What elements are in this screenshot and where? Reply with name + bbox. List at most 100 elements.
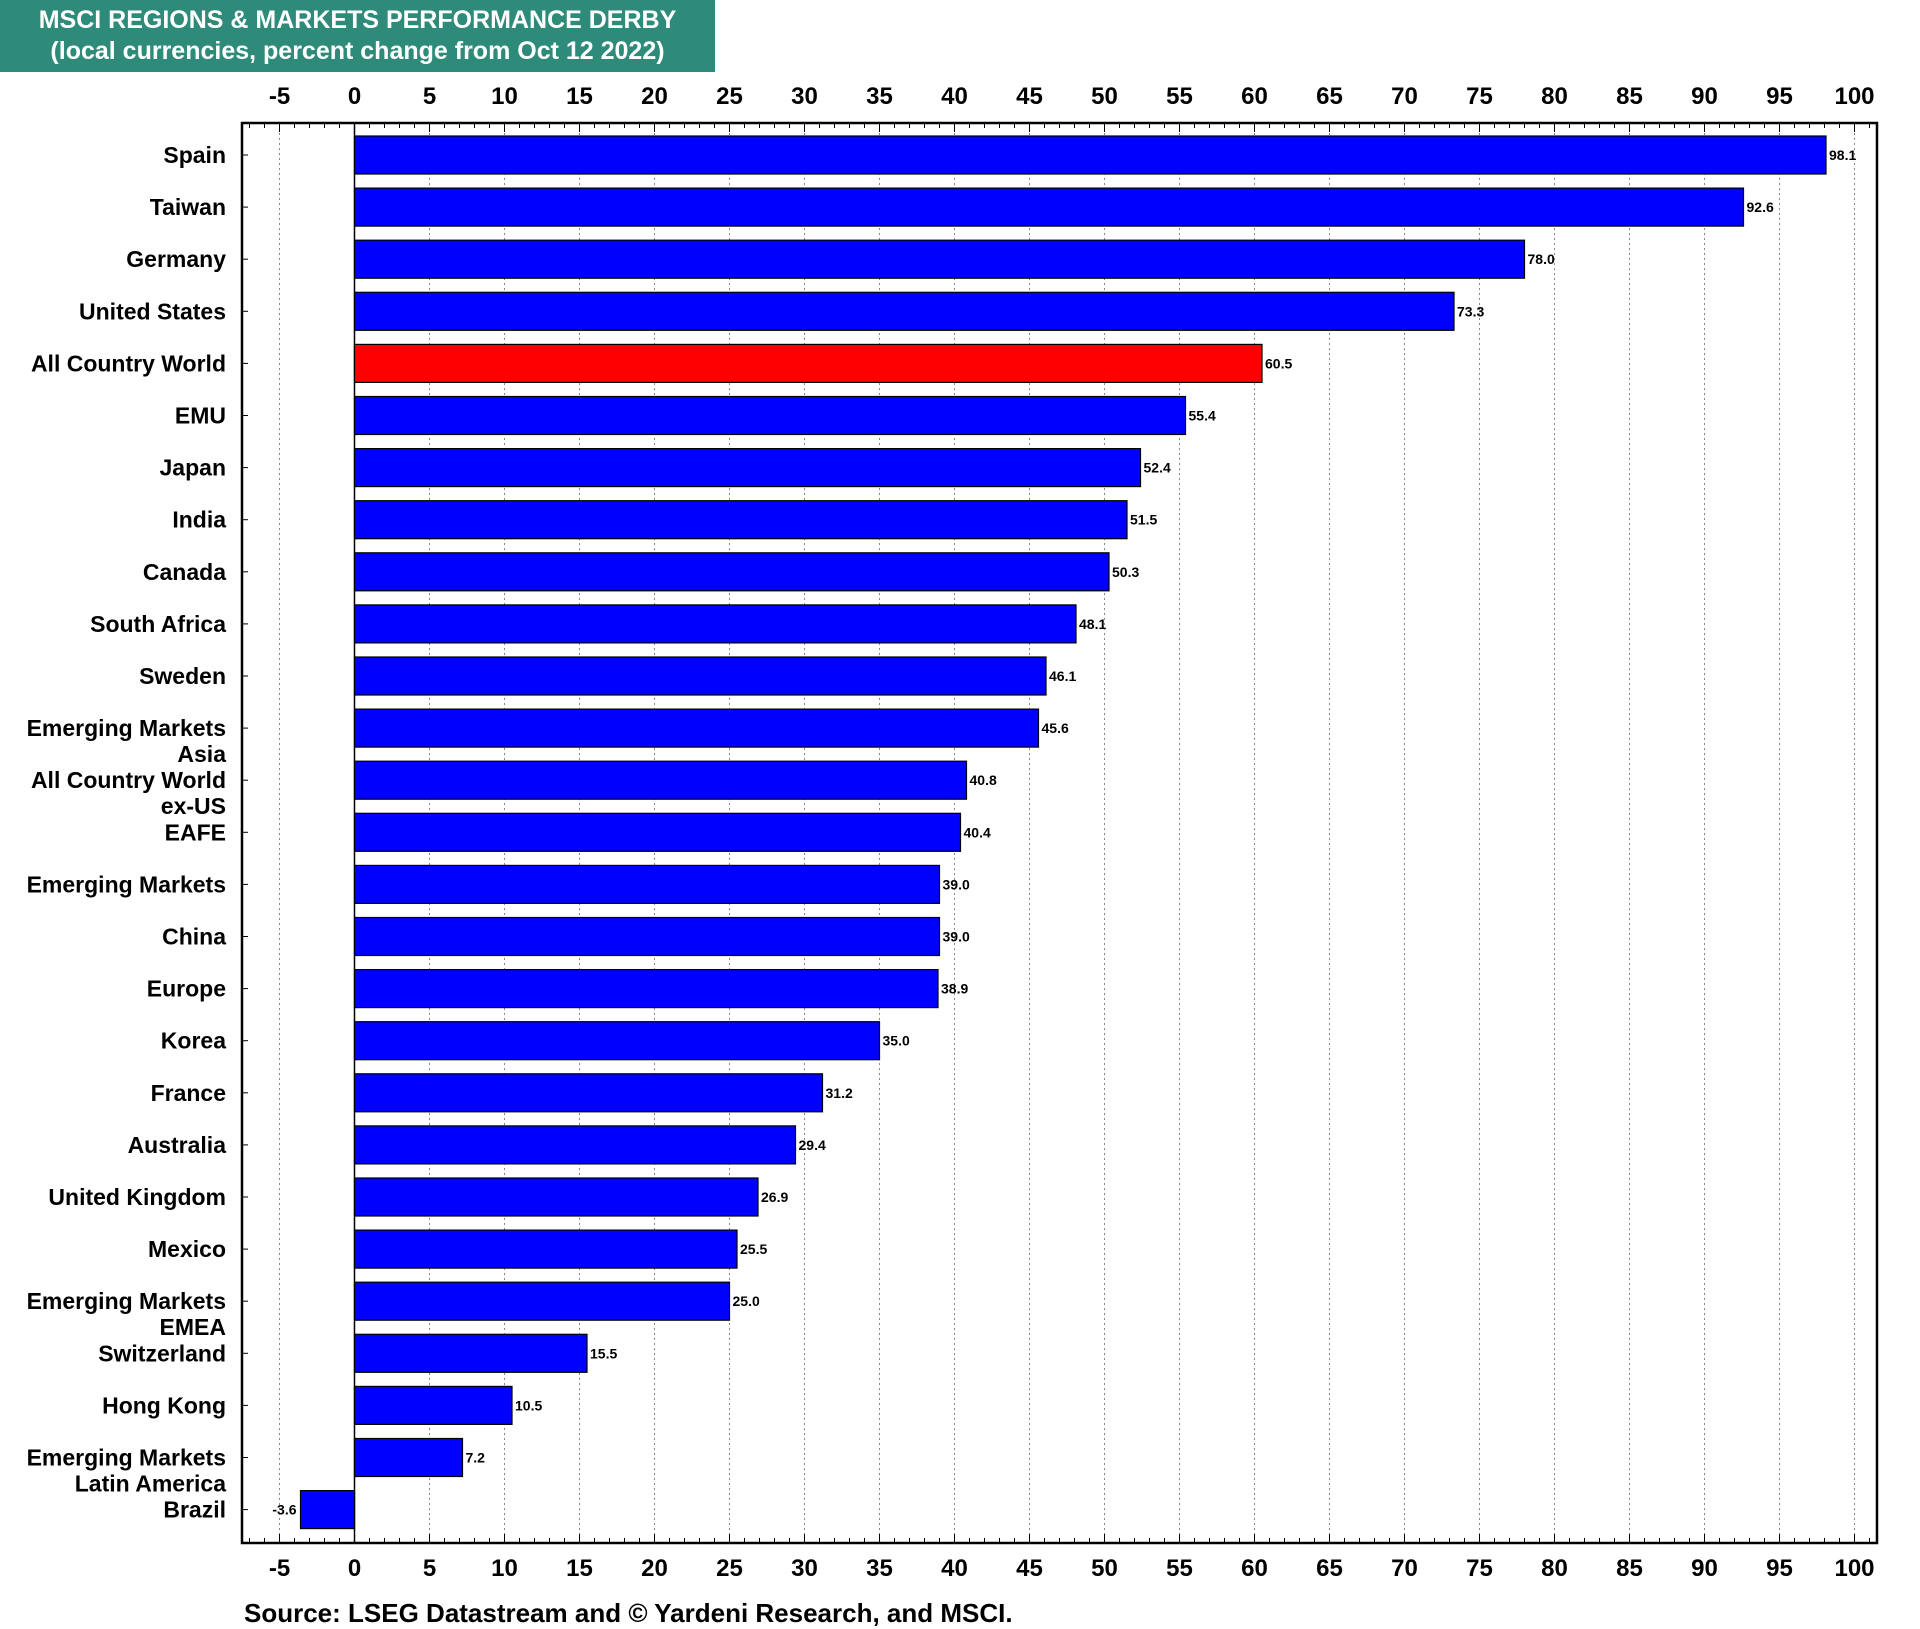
value-label: 10.5 bbox=[515, 1397, 542, 1413]
axes: -5-5005510101515202025253030353540404545… bbox=[240, 83, 1879, 1582]
x-tick-label-bottom: 25 bbox=[716, 1555, 743, 1582]
value-label: -3.6 bbox=[272, 1502, 296, 1518]
bar bbox=[353, 1229, 738, 1269]
category-label: Mexico bbox=[148, 1236, 226, 1262]
x-tick-label-bottom: -5 bbox=[269, 1555, 290, 1582]
bar bbox=[353, 864, 941, 905]
x-tick-label-bottom: 45 bbox=[1016, 1555, 1043, 1582]
category-label: Emerging Markets bbox=[27, 871, 226, 897]
value-label: 46.1 bbox=[1049, 668, 1076, 684]
category-label: South Africa bbox=[90, 611, 226, 637]
x-tick-label-bottom: 85 bbox=[1616, 1555, 1643, 1582]
x-tick-label-bottom: 0 bbox=[348, 1555, 361, 1582]
value-label: 98.1 bbox=[1829, 147, 1856, 163]
category-label: Emerging Markets bbox=[27, 715, 226, 741]
bar bbox=[353, 1333, 588, 1373]
category-label: Australia bbox=[128, 1132, 227, 1158]
bar bbox=[353, 343, 1263, 383]
x-tick-label-top: 50 bbox=[1091, 83, 1118, 110]
chart-title: MSCI REGIONS & MARKETS PERFORMANCE DERBY bbox=[38, 6, 677, 34]
bar bbox=[353, 760, 968, 800]
value-label: 15.5 bbox=[590, 1345, 617, 1361]
x-tick-label-top: 15 bbox=[566, 83, 593, 110]
bar bbox=[353, 552, 1110, 592]
x-tick-label-bottom: 100 bbox=[1834, 1555, 1874, 1582]
category-label: EAFE bbox=[165, 819, 226, 845]
value-label: 48.1 bbox=[1079, 616, 1106, 632]
bar bbox=[353, 916, 941, 957]
category-label: Taiwan bbox=[150, 194, 226, 220]
category-label: China bbox=[162, 924, 226, 950]
bar bbox=[353, 656, 1047, 696]
x-tick-label-top: 55 bbox=[1166, 83, 1193, 110]
bar bbox=[299, 1489, 356, 1530]
bar bbox=[353, 1281, 731, 1321]
value-label: 39.0 bbox=[943, 929, 970, 945]
category-label: Japan bbox=[160, 455, 226, 481]
bar bbox=[353, 1437, 464, 1478]
bar bbox=[353, 291, 1455, 331]
chart-title-box: MSCI REGIONS & MARKETS PERFORMANCE DERBY… bbox=[0, 0, 715, 72]
value-label: 55.4 bbox=[1189, 408, 1216, 424]
value-label: 25.5 bbox=[740, 1241, 767, 1257]
category-label: Korea bbox=[161, 1028, 226, 1054]
chart-subtitle: (local currencies, percent change from O… bbox=[50, 37, 665, 65]
x-tick-label-top: 5 bbox=[423, 83, 436, 110]
x-tick-label-bottom: 80 bbox=[1541, 1555, 1568, 1582]
value-label: 52.4 bbox=[1144, 460, 1171, 476]
bar bbox=[353, 1177, 759, 1217]
category-label: Germany bbox=[126, 246, 226, 272]
x-tick-label-top: 25 bbox=[716, 83, 743, 110]
x-tick-label-bottom: 50 bbox=[1091, 1555, 1118, 1582]
category-label: France bbox=[151, 1080, 226, 1106]
x-tick-label-bottom: 35 bbox=[866, 1555, 893, 1582]
x-tick-label-top: 45 bbox=[1016, 83, 1043, 110]
category-labels: Spain Taiwan Germany United States All Count… bbox=[27, 142, 227, 1523]
x-tick-label-bottom: 15 bbox=[566, 1555, 593, 1582]
bar bbox=[353, 1021, 881, 1061]
x-tick-label-top: 60 bbox=[1241, 83, 1268, 110]
x-tick-label-top: 80 bbox=[1541, 83, 1568, 110]
category-label: Switzerland bbox=[98, 1340, 226, 1366]
x-tick-label-bottom: 95 bbox=[1766, 1555, 1793, 1582]
value-label: 40.4 bbox=[964, 824, 991, 840]
bar bbox=[353, 395, 1187, 436]
x-tick-label-bottom: 75 bbox=[1466, 1555, 1493, 1582]
value-label: 92.6 bbox=[1747, 199, 1774, 215]
x-tick-label-top: 65 bbox=[1316, 83, 1343, 110]
category-label: Emerging Markets bbox=[27, 1288, 226, 1314]
category-label: EMU bbox=[175, 403, 226, 429]
x-tick-label-top: 90 bbox=[1691, 83, 1718, 110]
bar bbox=[353, 708, 1040, 748]
bar bbox=[353, 500, 1128, 540]
value-label: 78.0 bbox=[1528, 251, 1555, 267]
x-tick-label-top: 35 bbox=[866, 83, 893, 110]
x-tick-label-bottom: 55 bbox=[1166, 1555, 1193, 1582]
x-tick-label-bottom: 30 bbox=[791, 1555, 818, 1582]
value-labels: 98.1 92.6 78.0 73.3 60.5 55.4 52.4 51.5 50.3 48.1… bbox=[272, 147, 1856, 1518]
value-label: 38.9 bbox=[941, 981, 968, 997]
category-label: India bbox=[172, 507, 226, 533]
bar bbox=[353, 604, 1077, 644]
bar bbox=[353, 1125, 797, 1165]
value-label: 45.6 bbox=[1042, 720, 1069, 736]
bar bbox=[353, 135, 1827, 175]
x-tick-label-top: 85 bbox=[1616, 83, 1643, 110]
value-label: 50.3 bbox=[1112, 564, 1139, 580]
value-label: 31.2 bbox=[826, 1085, 853, 1101]
value-label: 39.0 bbox=[943, 876, 970, 892]
x-tick-label-top: 30 bbox=[791, 83, 818, 110]
value-label: 26.9 bbox=[761, 1189, 788, 1205]
x-tick-label-top: 100 bbox=[1834, 83, 1874, 110]
bar bbox=[353, 812, 962, 852]
x-tick-label-top: 0 bbox=[348, 83, 361, 110]
value-label: 35.0 bbox=[883, 1033, 910, 1049]
x-tick-label-bottom: 5 bbox=[423, 1555, 436, 1582]
value-label: 51.5 bbox=[1130, 512, 1157, 528]
x-tick-label-bottom: 60 bbox=[1241, 1555, 1268, 1582]
value-label: 73.3 bbox=[1457, 303, 1484, 319]
value-label: 25.0 bbox=[733, 1293, 760, 1309]
category-label: Latin America bbox=[75, 1471, 226, 1497]
category-label: United States bbox=[79, 298, 226, 324]
